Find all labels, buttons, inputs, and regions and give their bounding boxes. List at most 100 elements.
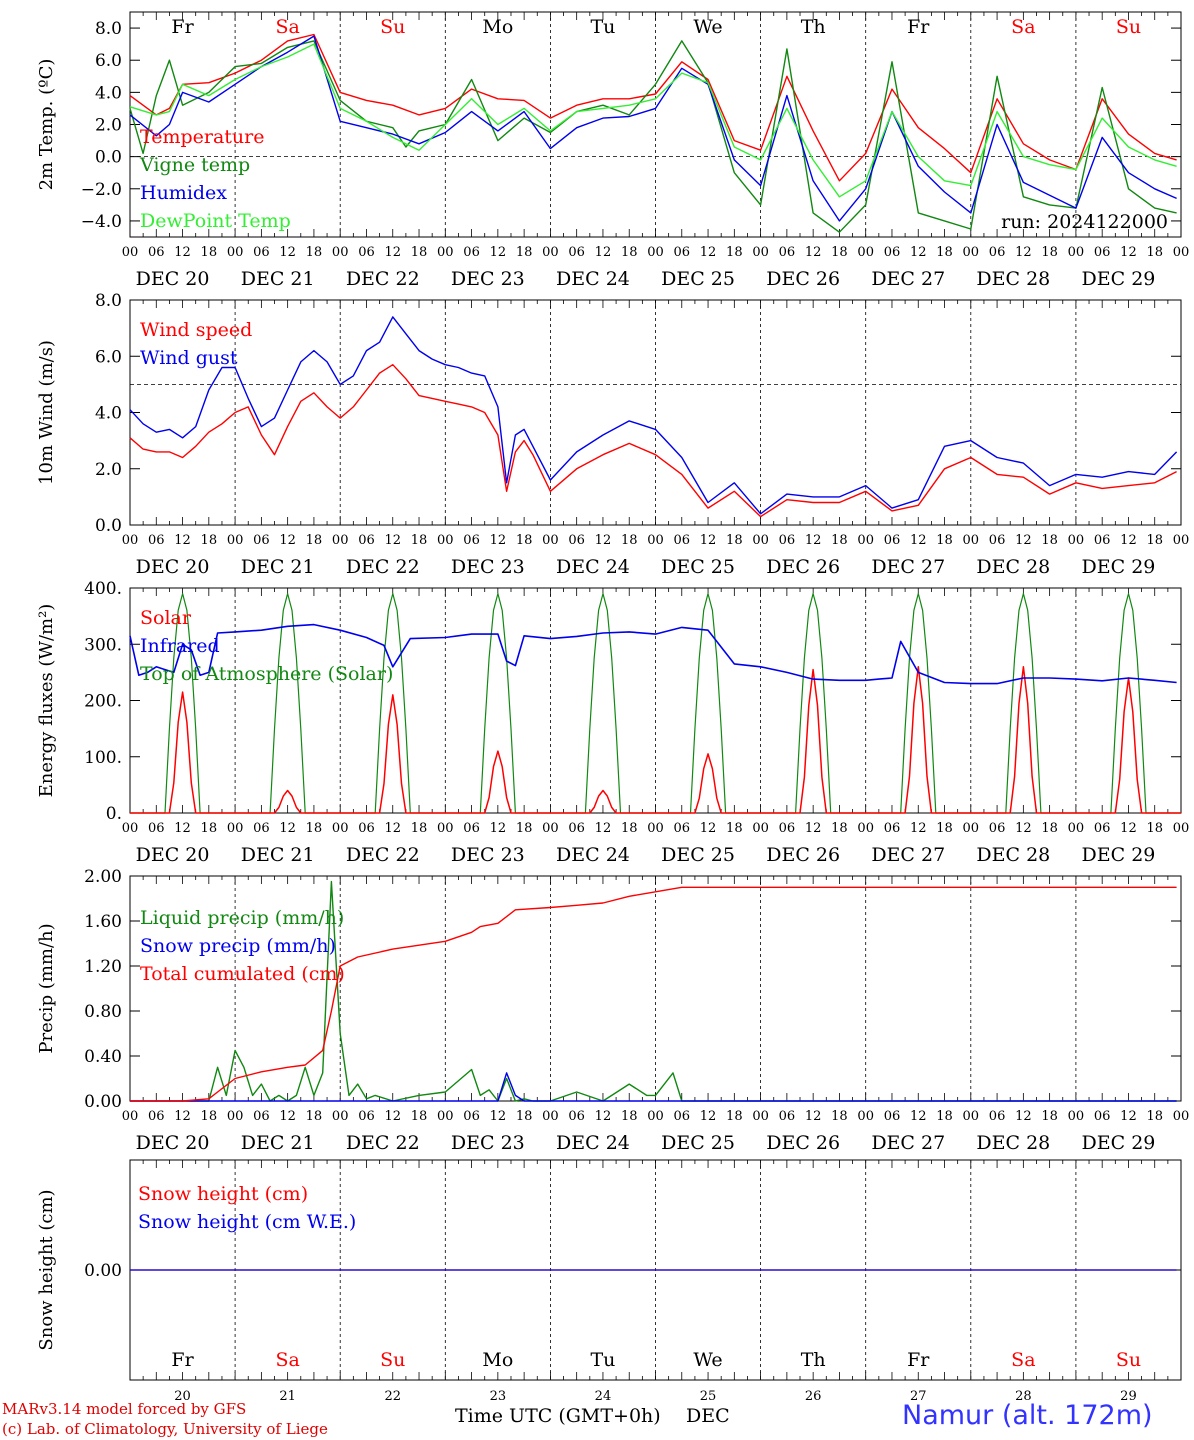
day-name: Sa (1011, 1349, 1035, 1371)
hour-label: 00 (857, 821, 874, 836)
hour-label: 12 (384, 821, 401, 836)
hour-label: 12 (174, 245, 191, 260)
date-label: DEC 27 (871, 844, 945, 866)
hour-label: 06 (884, 1109, 901, 1124)
hour-label: 06 (779, 245, 796, 260)
hour-label: 18 (936, 821, 953, 836)
series-wind-gust-line (129, 316, 1178, 515)
hour-label: 12 (910, 1109, 927, 1124)
y-tick-label: 2.0 (95, 460, 122, 480)
hour-label: 12 (805, 533, 822, 548)
series-infrared-line (129, 623, 1177, 685)
day-name: Mo (482, 1349, 513, 1371)
y-tick-label: 100. (84, 748, 122, 768)
panel-frame (129, 299, 1182, 526)
hour-label: 18 (411, 1109, 428, 1124)
hour-label: 12 (910, 821, 927, 836)
hour-label: 12 (174, 1109, 191, 1124)
legend-entry: Total cumulated (cm) (140, 963, 345, 985)
hour-label: 12 (700, 533, 717, 548)
hour-label: 06 (884, 821, 901, 836)
hour-label: 12 (595, 245, 612, 260)
date-label: DEC 27 (871, 556, 945, 578)
hour-label: 18 (1146, 245, 1163, 260)
legend-entry: Liquid precip (mm/h) (140, 907, 344, 929)
y-tick-label: 200. (84, 692, 122, 712)
hour-label: 12 (384, 1109, 401, 1124)
hour-label: 12 (279, 821, 296, 836)
hour-label: 18 (411, 821, 428, 836)
hour-label: 18 (621, 245, 638, 260)
hour-label: 06 (148, 1109, 165, 1124)
hour-label: 06 (989, 533, 1006, 548)
hour-label: 12 (805, 1109, 822, 1124)
hour-label: 00 (963, 1109, 980, 1124)
y-tick-label: 0. (106, 804, 122, 824)
hour-label: 18 (411, 533, 428, 548)
date-label: DEC 24 (556, 1132, 630, 1154)
day-number: 20 (174, 1389, 191, 1404)
hour-label: 00 (437, 1109, 454, 1124)
y-tick-label: 8.0 (95, 291, 122, 311)
hour-label: 06 (463, 821, 480, 836)
day-name: Fr (907, 1349, 930, 1371)
hour-label: 06 (358, 533, 375, 548)
day-name: Mo (482, 16, 513, 38)
day-name: Sa (275, 1349, 299, 1371)
hour-label: 12 (805, 821, 822, 836)
y-tick-label: 0.0 (95, 148, 122, 168)
date-label: DEC 28 (976, 844, 1050, 866)
hour-label: 06 (674, 821, 691, 836)
hour-label: 18 (306, 245, 323, 260)
y-axis-title: 10m Wind (m/s) (36, 340, 57, 485)
day-name: Sa (1011, 16, 1035, 38)
day-number: 26 (805, 1389, 822, 1404)
hour-label: 18 (621, 1109, 638, 1124)
hour-label: 12 (490, 1109, 507, 1124)
hour-label: 06 (568, 533, 585, 548)
hour-label: 00 (332, 533, 349, 548)
hour-label: 12 (174, 533, 191, 548)
date-label: DEC 24 (556, 556, 630, 578)
day-number: 25 (700, 1389, 717, 1404)
hour-label: 06 (358, 1109, 375, 1124)
date-label: DEC 24 (556, 844, 630, 866)
hour-label: 00 (122, 533, 139, 548)
series-wind-speed-line (129, 364, 1177, 518)
hour-label: 18 (201, 1109, 218, 1124)
hour-label: 06 (358, 245, 375, 260)
hour-label: 00 (1173, 245, 1190, 260)
hour-label: 18 (201, 245, 218, 260)
series-liquid-precip-mm-h--line (130, 880, 1177, 1102)
hour-label: 06 (884, 245, 901, 260)
series-snow-precip-mm-h--line (130, 1072, 1177, 1102)
hour-label: 12 (1015, 821, 1032, 836)
hour-label: 00 (857, 533, 874, 548)
hour-label: 12 (384, 533, 401, 548)
legend-entry: DewPoint Temp (140, 210, 291, 232)
model-credit: MARv3.14 model forced by GFS (2, 1400, 247, 1418)
date-label: DEC 26 (766, 268, 840, 290)
hour-label: 06 (989, 245, 1006, 260)
hour-label: 12 (1015, 245, 1032, 260)
y-tick-label: 0.80 (84, 1002, 122, 1022)
hour-label: 12 (805, 245, 822, 260)
series-dewpoint-temp-line (129, 43, 1177, 198)
day-name: Fr (907, 16, 930, 38)
hour-label: 18 (936, 533, 953, 548)
hour-label: 12 (1120, 821, 1137, 836)
series-solar-line (130, 666, 1181, 814)
hour-label: 06 (1094, 821, 1111, 836)
hour-label: 00 (752, 245, 769, 260)
legend-entry: Humidex (140, 182, 227, 204)
hour-label: 18 (936, 1109, 953, 1124)
hour-label: 18 (1146, 821, 1163, 836)
hour-label: 00 (1068, 245, 1085, 260)
hour-label: 06 (674, 1109, 691, 1124)
hour-label: 06 (779, 1109, 796, 1124)
y-tick-label: −2.0 (81, 180, 122, 200)
date-label: DEC 25 (661, 268, 735, 290)
legend-entry: Snow precip (mm/h) (140, 935, 336, 957)
hour-label: 18 (621, 533, 638, 548)
